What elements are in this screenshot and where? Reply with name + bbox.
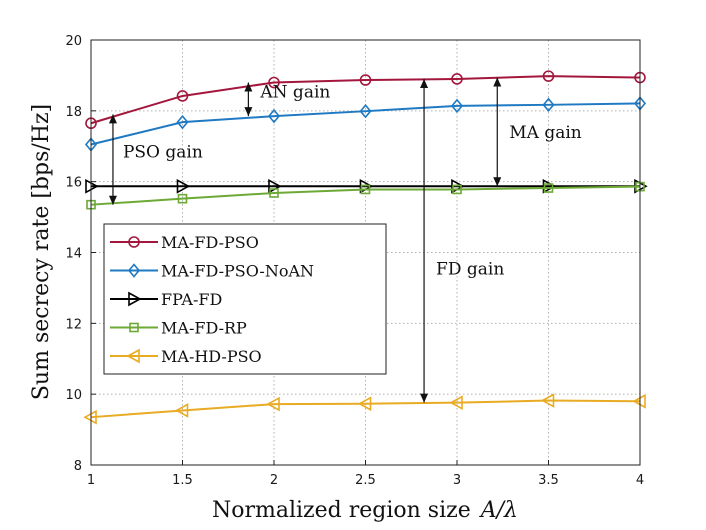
series-line bbox=[90, 102, 641, 146]
legend-label: MA-FD-PSO bbox=[161, 233, 259, 252]
data-point bbox=[449, 395, 463, 411]
x-tick-label: 2 bbox=[270, 473, 278, 488]
legend: MA-FD-PSO MA-FD-PSO-NoAN FPA-FD MA-FD-RP MA-… bbox=[103, 223, 387, 375]
series-ma-fd-pso-noan bbox=[84, 96, 647, 152]
data-point bbox=[359, 103, 372, 119]
arrow-head bbox=[108, 114, 117, 124]
x-axis-label: Normalized region size A/λ bbox=[212, 498, 518, 523]
legend-item: MA-FD-RP bbox=[110, 319, 247, 338]
annotation-label: MA gain bbox=[509, 123, 582, 143]
data-point bbox=[176, 178, 191, 194]
arrow-head bbox=[493, 77, 502, 87]
series-ma-fd-rp bbox=[86, 181, 645, 210]
data-point bbox=[451, 73, 463, 85]
y-tick-label: 20 bbox=[65, 34, 82, 49]
data-point bbox=[360, 184, 371, 195]
data-point bbox=[269, 188, 279, 198]
arrow-head bbox=[244, 107, 253, 117]
annotations-layer: AN gain PSO gain MA gain FD gain bbox=[108, 77, 582, 403]
series-line bbox=[90, 399, 641, 419]
x-axis-label-math: A/λ bbox=[479, 498, 518, 523]
data-point bbox=[359, 74, 372, 86]
annotation-label: PSO gain bbox=[123, 143, 203, 163]
annotation-label: FD gain bbox=[436, 259, 504, 279]
data-point bbox=[450, 98, 464, 114]
legend-label: FPA-FD bbox=[161, 290, 222, 309]
x-tick-label: 1 bbox=[87, 473, 95, 488]
annotation-pso-gain: PSO gain bbox=[108, 114, 203, 205]
legend-item: MA-HD-PSO bbox=[110, 347, 262, 366]
legend-label: MA-FD-PSO-NoAN bbox=[161, 262, 314, 281]
arrow-head bbox=[420, 393, 429, 403]
arrow-head bbox=[493, 177, 502, 187]
legend-marker bbox=[126, 348, 140, 364]
x-tick-label: 4 bbox=[636, 473, 644, 488]
series-line bbox=[90, 185, 641, 206]
data-point bbox=[542, 97, 555, 113]
legend-label: MA-HD-PSO bbox=[161, 347, 262, 366]
data-point bbox=[540, 393, 555, 408]
annotation-an-gain: AN gain bbox=[244, 82, 330, 117]
x-tick-label: 2.5 bbox=[355, 473, 376, 488]
y-tick-label: 12 bbox=[65, 317, 82, 332]
data-point bbox=[174, 403, 189, 418]
legend-item: MA-FD-PSO-NoAN bbox=[110, 262, 314, 281]
series-line bbox=[90, 75, 641, 125]
data-point bbox=[177, 193, 188, 204]
series-layer bbox=[83, 70, 648, 425]
data-point bbox=[357, 396, 372, 412]
x-axis-label-main: Normalized region size bbox=[212, 498, 471, 523]
y-tick-label: 16 bbox=[65, 176, 82, 191]
legend-marker bbox=[127, 263, 141, 278]
legend-item: FPA-FD bbox=[110, 290, 222, 309]
data-point bbox=[543, 183, 554, 193]
data-point bbox=[266, 396, 280, 412]
y-tick-label: 14 bbox=[65, 247, 82, 262]
y-axis-label: Sum secrecy rate [bps/Hz] bbox=[29, 104, 54, 400]
x-tick-label: 3 bbox=[453, 473, 461, 488]
arrow-head bbox=[420, 78, 429, 88]
legend-item: MA-FD-PSO bbox=[110, 233, 259, 252]
data-point bbox=[542, 70, 555, 82]
arrow-head bbox=[108, 195, 117, 205]
data-point bbox=[452, 184, 462, 195]
data-point bbox=[268, 76, 280, 89]
y-tick-label: 18 bbox=[65, 105, 82, 120]
annotation-ma-gain: MA gain bbox=[493, 77, 582, 187]
x-tick-label: 3.5 bbox=[538, 473, 559, 488]
data-point bbox=[176, 114, 189, 130]
legend-marker bbox=[128, 291, 142, 307]
y-tick-label: 10 bbox=[65, 388, 82, 403]
annotation-fd-gain: FD gain bbox=[420, 78, 504, 403]
tick-labels: 1 1.5 2 2.5 3 3.5 4 8 10 12 14 16 18 20 bbox=[65, 34, 644, 488]
data-point bbox=[267, 108, 281, 124]
legend-marker bbox=[128, 236, 140, 248]
annotation-label: AN gain bbox=[259, 82, 330, 102]
legend-marker bbox=[129, 322, 139, 333]
plot-frame bbox=[90, 39, 641, 466]
arrow-head bbox=[244, 82, 253, 92]
data-point bbox=[176, 90, 189, 102]
x-tick-label: 1.5 bbox=[172, 473, 193, 488]
y-tick-label: 8 bbox=[74, 459, 82, 474]
legend-label: MA-FD-RP bbox=[161, 319, 247, 338]
